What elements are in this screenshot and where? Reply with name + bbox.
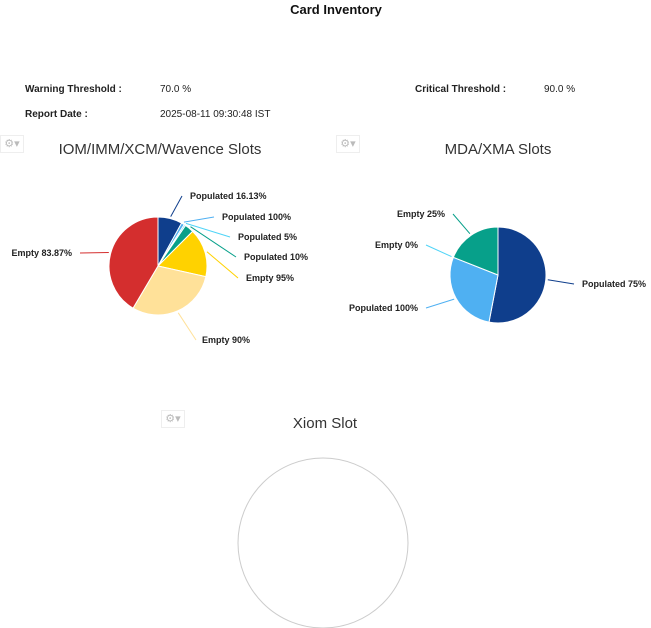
report-date-label: Report Date : <box>25 109 88 120</box>
pie-connector <box>206 251 239 279</box>
report-date-value: 2025-08-11 09:30:48 IST <box>160 109 271 120</box>
pie-connector <box>425 244 452 258</box>
pie-data-label: Populated 5% <box>238 232 297 242</box>
chart-menu-gear-icon[interactable]: ⚙▾ <box>0 135 24 153</box>
chart-menu-gear-icon[interactable]: ⚙▾ <box>336 135 360 153</box>
pie-connector <box>190 226 237 258</box>
pie-slice[interactable] <box>452 226 499 276</box>
pie-data-label: Empty 83.87% <box>11 248 72 258</box>
pie-slice[interactable] <box>108 216 159 309</box>
pie-connector <box>177 312 197 341</box>
pie-connector <box>547 279 575 285</box>
pie-slice[interactable] <box>449 256 499 323</box>
chart-menu-gear-icon[interactable]: ⚙▾ <box>161 410 185 428</box>
chart-title-mda: MDA/XMA Slots <box>444 141 552 158</box>
pie-connector <box>170 195 183 217</box>
pie-slice[interactable] <box>157 230 208 278</box>
pie-data-label: Populated 100% <box>222 212 291 222</box>
pie-connector <box>183 216 215 223</box>
pie-data-label: Populated 100% <box>349 303 418 313</box>
pie-connector <box>185 222 231 238</box>
pie-data-label: Empty 25% <box>397 209 445 219</box>
critical-threshold-value: 90.0 % <box>544 84 576 95</box>
chart-title-iom: IOM/IMM/XCM/Wavence Slots <box>58 141 262 158</box>
page-title: Card Inventory <box>290 2 382 17</box>
pie-data-label: Empty 0% <box>375 240 418 250</box>
warning-threshold-label: Warning Threshold : <box>25 84 122 95</box>
pie-connector <box>425 298 455 309</box>
pie-data-label: Populated 16.13% <box>190 191 267 201</box>
pie-data-label: Populated 75% <box>582 279 646 289</box>
chart-title-xiom: Xiom Slot <box>292 415 358 432</box>
pie-data-label: Empty 90% <box>202 335 250 345</box>
warning-threshold-value: 70.0 % <box>160 84 192 95</box>
critical-threshold-label: Critical Threshold : <box>415 84 507 95</box>
xiom-empty-pie <box>237 457 409 628</box>
pie-data-label: Empty 95% <box>246 273 294 283</box>
pie-connector <box>452 213 471 234</box>
pie-data-label: Populated 10% <box>244 252 308 262</box>
pie-slice[interactable] <box>488 226 547 324</box>
